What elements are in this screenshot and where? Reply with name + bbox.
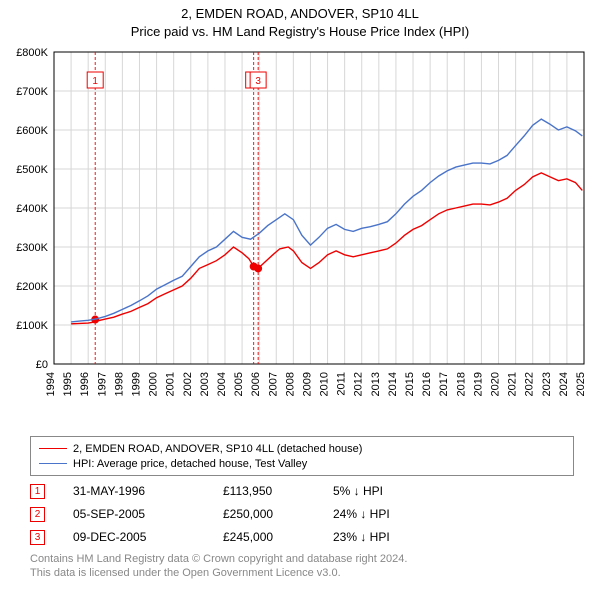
transaction-marker-box: 1 [30,484,45,499]
title-address: 2, EMDEN ROAD, ANDOVER, SP10 4LL [0,6,600,21]
legend-item: 2, EMDEN ROAD, ANDOVER, SP10 4LL (detach… [39,441,565,456]
transaction-date: 31-MAY-1996 [73,484,223,498]
svg-text:2007: 2007 [267,372,279,396]
transaction-diff: 24% ↓ HPI [333,507,443,521]
svg-text:2016: 2016 [421,372,433,396]
svg-text:2003: 2003 [199,372,211,396]
attribution-line: Contains HM Land Registry data © Crown c… [30,552,407,566]
svg-text:2011: 2011 [336,372,348,396]
svg-text:2022: 2022 [524,372,536,396]
svg-text:£100K: £100K [16,320,48,332]
svg-text:2017: 2017 [438,372,450,396]
svg-text:2009: 2009 [301,372,313,396]
svg-text:1994: 1994 [45,372,57,396]
transaction-date: 05-SEP-2005 [73,507,223,521]
svg-text:2013: 2013 [370,372,382,396]
legend-box: 2, EMDEN ROAD, ANDOVER, SP10 4LL (detach… [30,436,574,476]
svg-text:£600K: £600K [16,125,48,137]
svg-text:2006: 2006 [250,372,262,396]
svg-text:£300K: £300K [16,242,48,254]
transaction-price: £245,000 [223,530,333,544]
transaction-row: 3 09-DEC-2005 £245,000 23% ↓ HPI [30,528,443,546]
figure-root: 2, EMDEN ROAD, ANDOVER, SP10 4LL Price p… [0,0,600,590]
legend-swatch [39,463,67,464]
svg-text:1996: 1996 [79,372,91,396]
svg-text:2023: 2023 [541,372,553,396]
transaction-row: 2 05-SEP-2005 £250,000 24% ↓ HPI [30,505,443,523]
svg-text:2005: 2005 [233,372,245,396]
svg-text:3: 3 [255,76,261,87]
svg-text:1998: 1998 [113,372,125,396]
legend-label: HPI: Average price, detached house, Test… [73,458,307,470]
legend-swatch [39,448,67,449]
svg-text:1999: 1999 [130,372,142,396]
transaction-row: 1 31-MAY-1996 £113,950 5% ↓ HPI [30,482,443,500]
transaction-marker-box: 2 [30,507,45,522]
legend-item: HPI: Average price, detached house, Test… [39,456,565,471]
svg-text:£400K: £400K [16,203,48,215]
svg-text:2001: 2001 [165,372,177,396]
transaction-marker-box: 3 [30,530,45,545]
svg-text:2000: 2000 [148,372,160,396]
svg-text:1: 1 [92,76,98,87]
svg-text:£500K: £500K [16,164,48,176]
svg-text:£200K: £200K [16,281,48,293]
transaction-date: 09-DEC-2005 [73,530,223,544]
svg-text:2024: 2024 [558,372,570,396]
svg-text:2002: 2002 [182,372,194,396]
title-subtitle: Price paid vs. HM Land Registry's House … [0,24,600,39]
svg-text:2008: 2008 [284,372,296,396]
svg-text:2020: 2020 [490,372,502,396]
svg-text:2019: 2019 [472,372,484,396]
svg-text:2018: 2018 [455,372,467,396]
svg-text:1995: 1995 [62,372,74,396]
transaction-price: £250,000 [223,507,333,521]
svg-text:2015: 2015 [404,372,416,396]
svg-text:2012: 2012 [353,372,365,396]
svg-text:1997: 1997 [96,372,108,396]
svg-text:2010: 2010 [319,372,331,396]
svg-text:2025: 2025 [575,372,587,396]
svg-text:2021: 2021 [507,372,519,396]
transaction-diff: 5% ↓ HPI [333,484,443,498]
transaction-diff: 23% ↓ HPI [333,530,443,544]
svg-text:£0: £0 [36,359,48,371]
attribution-line: This data is licensed under the Open Gov… [30,566,407,580]
svg-text:£800K: £800K [16,47,48,59]
attribution-text: Contains HM Land Registry data © Crown c… [30,552,407,581]
transaction-price: £113,950 [223,484,333,498]
svg-text:2004: 2004 [216,372,228,396]
legend-label: 2, EMDEN ROAD, ANDOVER, SP10 4LL (detach… [73,443,362,455]
svg-text:£700K: £700K [16,86,48,98]
svg-text:2014: 2014 [387,372,399,396]
price-chart: £0 £100K £200K £300K £400K £500K £600K £700K £80… [0,44,600,434]
